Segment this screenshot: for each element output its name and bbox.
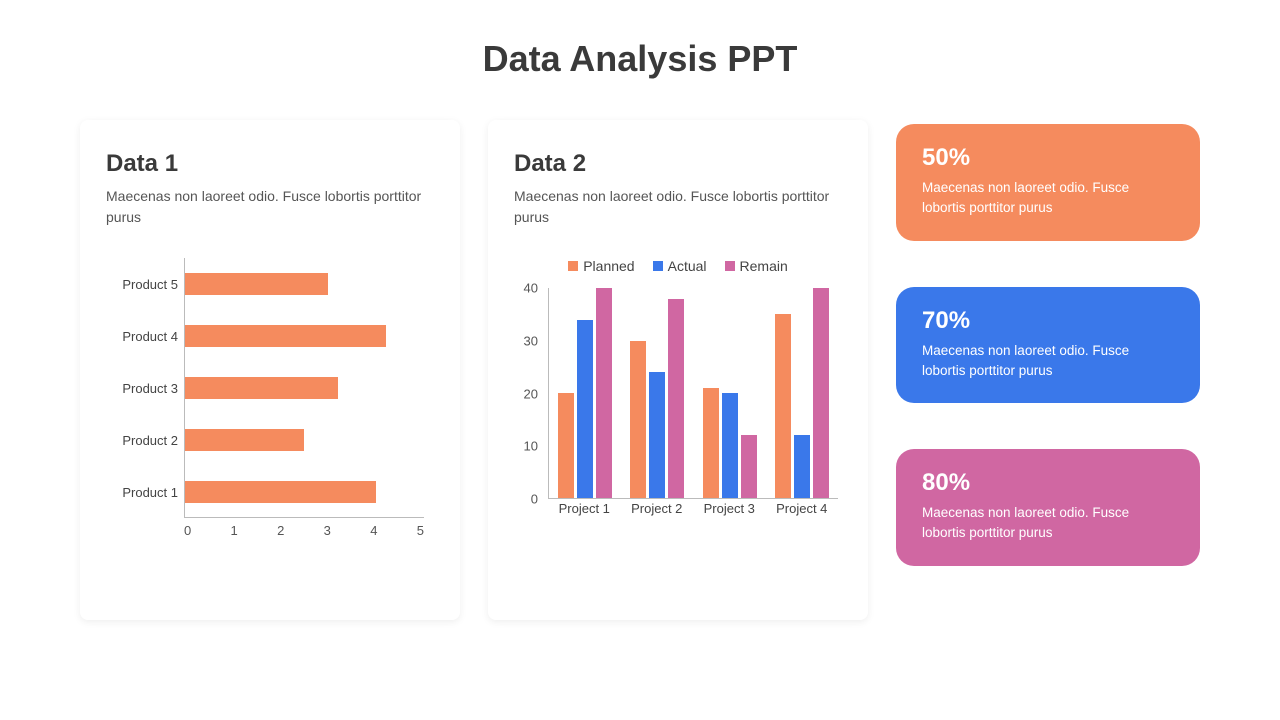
legend-label: Actual — [668, 258, 707, 274]
stat-desc: Maecenas non laoreet odio. Fusce loborti… — [922, 178, 1174, 219]
legend-item: Planned — [568, 258, 634, 274]
hbar-row: Product 1 — [106, 477, 424, 507]
data2-title: Data 2 — [514, 150, 842, 178]
vchart-ytick: 30 — [524, 333, 538, 348]
vbar — [813, 288, 829, 498]
legend-item: Actual — [653, 258, 707, 274]
hbar-xtick: 0 — [184, 523, 191, 548]
hbar-label: Product 2 — [106, 433, 184, 448]
hbar-label: Product 4 — [106, 329, 184, 344]
vbar — [558, 393, 574, 498]
legend-label: Remain — [740, 258, 788, 274]
vchart-ytick: 20 — [524, 386, 538, 401]
legend-swatch — [725, 261, 735, 271]
hbar-row: Product 5 — [106, 269, 424, 299]
vchart-xlabel: Project 3 — [693, 501, 766, 523]
hbar-xtick: 4 — [370, 523, 377, 548]
hbar-xtick: 5 — [417, 523, 424, 548]
hbar-fill — [184, 429, 304, 451]
vchart-group — [549, 288, 621, 498]
stat-desc: Maecenas non laoreet odio. Fusce loborti… — [922, 503, 1174, 544]
page-title: Data Analysis PPT — [0, 0, 1280, 80]
stat-pill: 80% Maecenas non laoreet odio. Fusce lobo… — [896, 449, 1200, 566]
vbar — [722, 393, 738, 498]
hbar-label: Product 5 — [106, 277, 184, 292]
vchart-xlabel: Project 2 — [621, 501, 694, 523]
stats-column: 50% Maecenas non laoreet odio. Fusce lobo… — [896, 120, 1200, 620]
legend-swatch — [653, 261, 663, 271]
vbar — [703, 388, 719, 498]
stat-percent: 80% — [922, 469, 1174, 497]
legend-item: Remain — [725, 258, 788, 274]
vchart-xlabel: Project 4 — [766, 501, 839, 523]
hbar-fill — [184, 481, 376, 503]
hbar-fill — [184, 273, 328, 295]
stat-pill: 50% Maecenas non laoreet odio. Fusce lobo… — [896, 124, 1200, 241]
vchart-group — [694, 288, 766, 498]
hbar-xtick: 2 — [277, 523, 284, 548]
stat-desc: Maecenas non laoreet odio. Fusce loborti… — [922, 341, 1174, 382]
legend-swatch — [568, 261, 578, 271]
data1-card: Data 1 Maecenas non laoreet odio. Fusce … — [80, 120, 460, 620]
hbar-xtick: 3 — [324, 523, 331, 548]
vchart-ytick: 0 — [531, 492, 538, 507]
data1-chart: Product 5 Product 4 Product 3 Product 2 Prod… — [106, 258, 434, 548]
main-row: Data 1 Maecenas non laoreet odio. Fusce … — [0, 80, 1280, 620]
data1-subtitle: Maecenas non laoreet odio. Fusce loborti… — [106, 186, 434, 228]
hbar-fill — [184, 325, 386, 347]
vchart-group — [766, 288, 838, 498]
hbar-xtick: 1 — [231, 523, 238, 548]
data2-legend: Planned Actual Remain — [514, 258, 842, 274]
vbar — [775, 314, 791, 498]
hbar-row: Product 4 — [106, 321, 424, 351]
vbar — [649, 372, 665, 498]
stat-pill: 70% Maecenas non laoreet odio. Fusce lobo… — [896, 287, 1200, 404]
vbar — [794, 435, 810, 498]
legend-label: Planned — [583, 258, 634, 274]
vchart-ytick: 10 — [524, 439, 538, 454]
data2-card: Data 2 Maecenas non laoreet odio. Fusce … — [488, 120, 868, 620]
vbar — [741, 435, 757, 498]
hbar-row: Product 3 — [106, 373, 424, 403]
hbar-row: Product 2 — [106, 425, 424, 455]
vbar — [668, 299, 684, 499]
vchart-ytick: 40 — [524, 281, 538, 296]
vchart-group — [621, 288, 693, 498]
data1-title: Data 1 — [106, 150, 434, 178]
vbar — [577, 320, 593, 499]
hbar-fill — [184, 377, 338, 399]
stat-percent: 70% — [922, 307, 1174, 335]
vbar — [596, 288, 612, 498]
data2-subtitle: Maecenas non laoreet odio. Fusce loborti… — [514, 186, 842, 228]
hbar-label: Product 3 — [106, 381, 184, 396]
vbar — [630, 341, 646, 499]
hbar-label: Product 1 — [106, 485, 184, 500]
vchart-xlabel: Project 1 — [548, 501, 621, 523]
data2-chart: 010203040 Project 1Project 2Project 3Pro… — [514, 288, 842, 523]
stat-percent: 50% — [922, 144, 1174, 172]
